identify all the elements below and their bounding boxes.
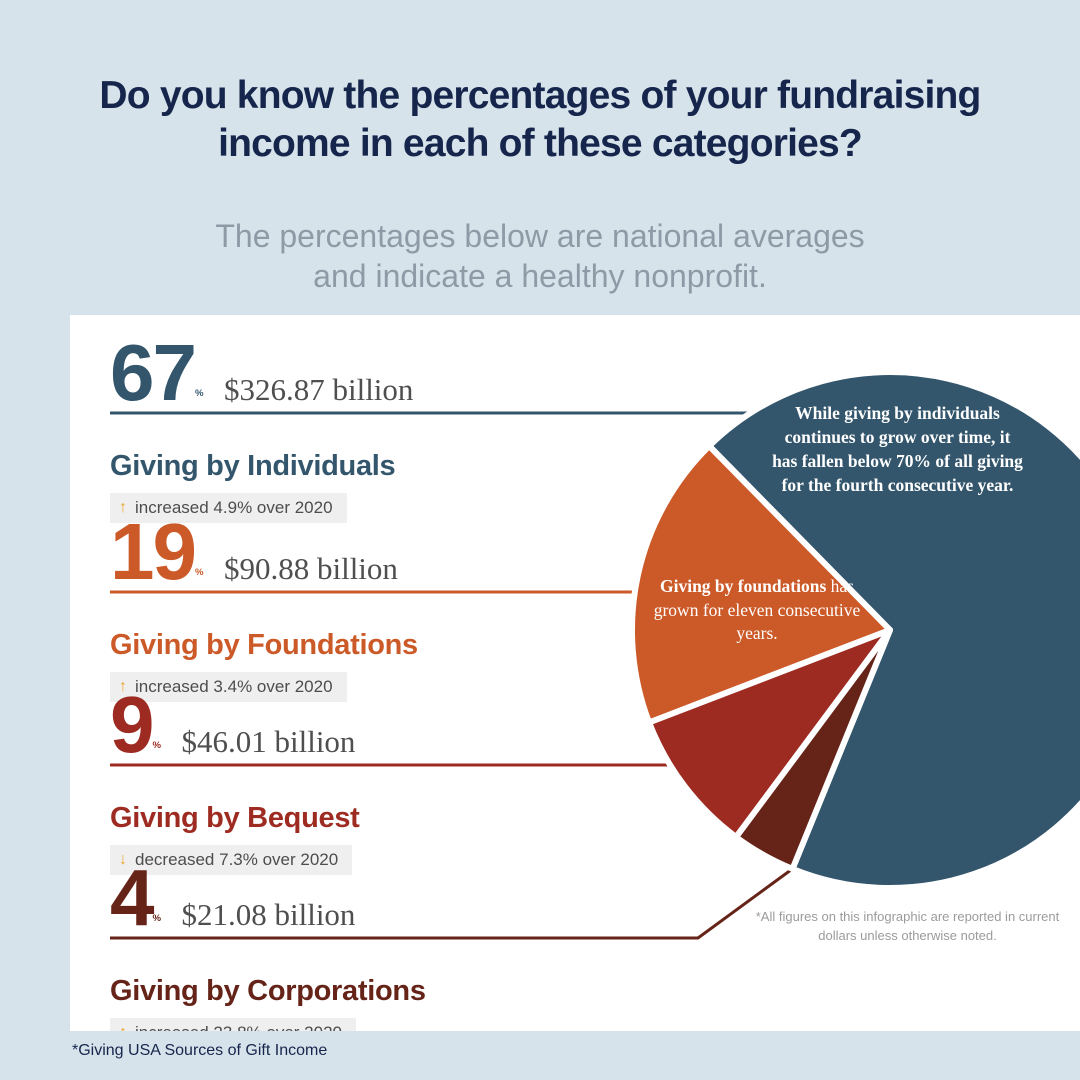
- pie-note-individuals: While giving by individuals continues to…: [772, 403, 1023, 496]
- stat-amount: $21.08 billion: [181, 897, 356, 932]
- stat-row-corporations: 4% $21.08 billion Giving by Corporations…: [110, 858, 690, 1031]
- percent-sign: %: [194, 566, 204, 578]
- pie-note-foundations-bold: Giving by foundations: [659, 576, 827, 596]
- decrease-arrow-icon: ↓: [119, 851, 127, 868]
- stat-label: Giving by Bequest: [110, 802, 360, 834]
- stat-percentage: 4: [110, 853, 154, 942]
- page-title: Do you know the percentages of your fund…: [0, 72, 1080, 167]
- change-text: decreased 7.3% over 2020: [135, 850, 339, 869]
- stat-label: Giving by Corporations: [110, 975, 426, 1007]
- increase-arrow-icon: ↑: [119, 678, 127, 695]
- change-badge: ↑ increased 23.8% over 2020: [110, 1018, 356, 1031]
- pie-slice-bequest: [646, 627, 893, 841]
- percent-sign: %: [194, 387, 204, 399]
- stat-head: 9% $46.01 billion: [110, 685, 690, 788]
- stat-percentage: 19: [110, 507, 197, 596]
- stats-panel: 67% $326.87 billion Giving by Individual…: [70, 315, 1080, 1031]
- percent-sign: %: [152, 912, 162, 924]
- change-badge: ↑ increased 3.4% over 2020: [110, 672, 347, 702]
- change-text: increased 23.8% over 2020: [135, 1023, 342, 1031]
- source-attribution: *Giving USA Sources of Gift Income: [72, 1042, 328, 1059]
- stat-row-bequest: 9% $46.01 billion Giving by Bequest ↓ de…: [110, 685, 690, 875]
- change-badge: ↓ decreased 7.3% over 2020: [110, 845, 353, 875]
- stat-head: 4% $21.08 billion: [110, 858, 690, 961]
- stat-row-foundations: 19% $90.88 billion Giving by Foundations…: [110, 512, 690, 702]
- stat-label: Giving by Individuals: [110, 450, 396, 482]
- stat-amount: $46.01 billion: [181, 724, 356, 759]
- stat-amount: $90.88 billion: [223, 551, 398, 586]
- stat-percentage: 67: [110, 328, 197, 417]
- percent-sign: %: [152, 739, 162, 751]
- stat-head: 19% $90.88 billion: [110, 512, 690, 615]
- pie-chart: [110, 369, 1080, 940]
- change-text: increased 4.9% over 2020: [135, 498, 333, 517]
- change-text: increased 3.4% over 2020: [135, 677, 333, 696]
- stat-label: Giving by Foundations: [110, 629, 418, 661]
- increase-arrow-icon: ↑: [119, 1024, 127, 1031]
- increase-arrow-icon: ↑: [119, 499, 127, 516]
- pie-slice-corporations: [733, 627, 893, 872]
- page-subtitle: The percentages below are national avera…: [0, 216, 1080, 296]
- page-title-line-1: Do you know the percentages of your fund…: [99, 74, 981, 117]
- change-badge: ↑ increased 4.9% over 2020: [110, 493, 347, 523]
- stat-head: 67% $326.87 billion: [110, 333, 690, 436]
- pie-footnote: *All figures on this infographic are rep…: [755, 909, 1060, 943]
- stat-percentage: 9: [110, 680, 154, 769]
- pie-note-foundations: Giving by foundations has grown for elev…: [638, 575, 876, 646]
- page-subtitle-line-1: The percentages below are national avera…: [215, 218, 865, 254]
- connector-corporations: [110, 854, 811, 940]
- page-subtitle-line-2: and indicate a healthy nonprofit.: [313, 258, 767, 294]
- pie-note-foundations-rest: has grown for eleven consecutive years.: [653, 576, 861, 644]
- page-title-line-2: income in each of these categories?: [218, 121, 863, 165]
- pie-slice-individuals: [706, 369, 1080, 891]
- stat-row-individuals: 67% $326.87 billion Giving by Individual…: [110, 333, 690, 523]
- stat-amount: $326.87 billion: [223, 372, 414, 407]
